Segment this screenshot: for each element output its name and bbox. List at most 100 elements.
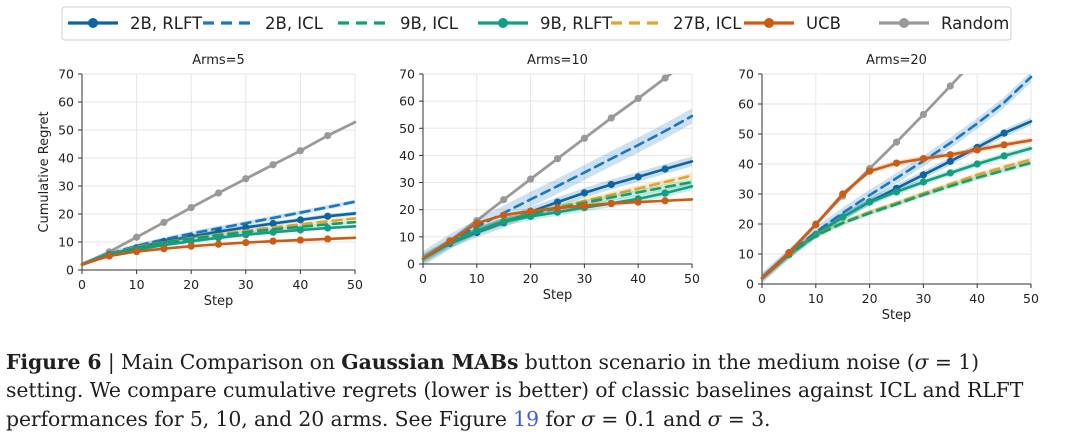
x-tick-label: 50 <box>347 277 363 292</box>
point-ucb <box>324 235 332 243</box>
point-rlft9 <box>324 224 332 232</box>
point-rlft2 <box>580 189 589 197</box>
x-tick-label: 40 <box>292 277 308 292</box>
caption-sigma-3: σ <box>707 406 722 431</box>
point-ucb <box>269 237 277 245</box>
x-tick-label: 10 <box>469 271 485 286</box>
point-ucb <box>580 202 589 210</box>
series-group <box>80 120 357 267</box>
caption-eq-1: = 1) <box>928 350 979 374</box>
figure-caption: Figure 6 | Main Comparison on Gaussian M… <box>6 348 1078 433</box>
point-rlft9 <box>839 213 847 221</box>
y-tick-label: 60 <box>738 97 754 112</box>
y-tick-label: 30 <box>58 179 74 194</box>
caption-figure-link[interactable]: 19 <box>513 406 539 431</box>
point-rlft9 <box>296 226 304 234</box>
legend-label-icl2: 2B, ICL <box>265 14 324 33</box>
x-tick-label: 0 <box>758 291 766 306</box>
band-rlft2 <box>423 156 692 264</box>
point-ucb <box>973 146 981 154</box>
caption-line-2: setting. We compare cumulative regrets (… <box>6 378 1024 403</box>
point-ucb <box>133 247 141 256</box>
point-random <box>296 147 304 155</box>
x-tick-label: 20 <box>523 271 539 286</box>
y-tick-label: 50 <box>738 127 754 142</box>
point-ucb <box>214 240 223 248</box>
x-tick-label: 0 <box>78 277 86 292</box>
point-rlft9 <box>500 218 508 226</box>
panel-1: 0 10 20 30 40 50 60 70 0 10 20 30 40 50 Arms=5 Step Cumu… <box>37 53 363 309</box>
legend: 2B, RLFT 2B, ICL 9B, ICL 9B, RLFT 27B, ICL UC… <box>61 6 1012 41</box>
x-tick-label: 20 <box>183 277 199 292</box>
panel-title: Arms=10 <box>527 53 588 68</box>
point-ucb <box>839 190 847 198</box>
point-rlft2 <box>946 157 954 165</box>
point-random <box>607 114 615 122</box>
legend-marker-random <box>899 18 909 28</box>
x-axis-label: Step <box>204 294 234 309</box>
point-random <box>187 203 195 212</box>
point-random <box>160 218 168 226</box>
legend-label-rlft2: 2B, RLFT <box>130 14 203 33</box>
x-tick-label: 10 <box>129 277 145 292</box>
point-ucb <box>160 245 168 253</box>
y-tick-label: 40 <box>738 157 754 172</box>
point-random <box>634 94 642 103</box>
point-rlft9 <box>527 212 535 221</box>
point-ucb <box>105 252 113 260</box>
line-rlft9 <box>421 185 694 260</box>
point-rlft9 <box>946 169 954 177</box>
y-tick-label: 20 <box>738 217 754 232</box>
legend-label-icl9: 9B, ICL <box>400 14 459 33</box>
point-rlft9 <box>866 198 874 206</box>
y-tick-label: 60 <box>399 94 415 109</box>
point-random <box>500 196 508 204</box>
point-ucb <box>553 204 562 212</box>
point-ucb <box>242 238 250 247</box>
point-rlft9 <box>892 188 901 196</box>
y-tick-label: 70 <box>399 67 415 82</box>
band-rlft9 <box>423 182 692 263</box>
legend-label-icl27: 27B, ICL <box>673 14 742 33</box>
point-random <box>974 54 981 61</box>
point-ucb <box>187 242 195 250</box>
point-rlft2 <box>324 212 332 220</box>
point-ucb <box>919 155 928 163</box>
point-rlft2 <box>242 223 250 232</box>
y-tick-label: 40 <box>399 148 415 163</box>
point-rlft9 <box>214 234 223 242</box>
x-tick-label: 30 <box>576 271 592 286</box>
y-axis-label: Cumulative Regret <box>37 111 52 232</box>
band-icl9 <box>762 160 1031 281</box>
caption-figure-label: Figure 6 <box>6 350 102 374</box>
y-tick-label: 0 <box>746 277 754 292</box>
point-random <box>553 155 562 163</box>
point-ucb <box>785 249 793 257</box>
panel-title: Arms=20 <box>866 53 927 68</box>
point-rlft2 <box>661 165 669 173</box>
point-random <box>324 132 332 140</box>
point-rlft2 <box>919 171 928 179</box>
point-ucb <box>866 167 874 175</box>
y-tick-label: 10 <box>738 247 754 262</box>
point-random <box>661 74 669 82</box>
x-tick-label: 0 <box>419 271 427 286</box>
y-tick-label: 20 <box>58 207 74 222</box>
y-tick-label: 30 <box>399 175 415 190</box>
point-random <box>214 189 223 197</box>
x-tick-label: 50 <box>684 271 700 286</box>
point-ucb <box>661 197 669 205</box>
x-axis-label: Step <box>882 308 912 323</box>
point-rlft9 <box>187 237 195 245</box>
point-ucb <box>296 236 304 244</box>
y-tick-label: 0 <box>407 257 415 272</box>
legend-label-ucb: UCB <box>806 14 841 33</box>
caption-sigma-2: σ <box>581 406 595 431</box>
point-rlft9 <box>269 228 277 236</box>
y-tick-label: 30 <box>738 187 754 202</box>
line-rlft9 <box>760 147 1033 280</box>
point-ucb <box>634 198 642 206</box>
line-icl2 <box>421 114 694 260</box>
point-ucb <box>946 151 954 159</box>
point-rlft2 <box>553 198 562 206</box>
